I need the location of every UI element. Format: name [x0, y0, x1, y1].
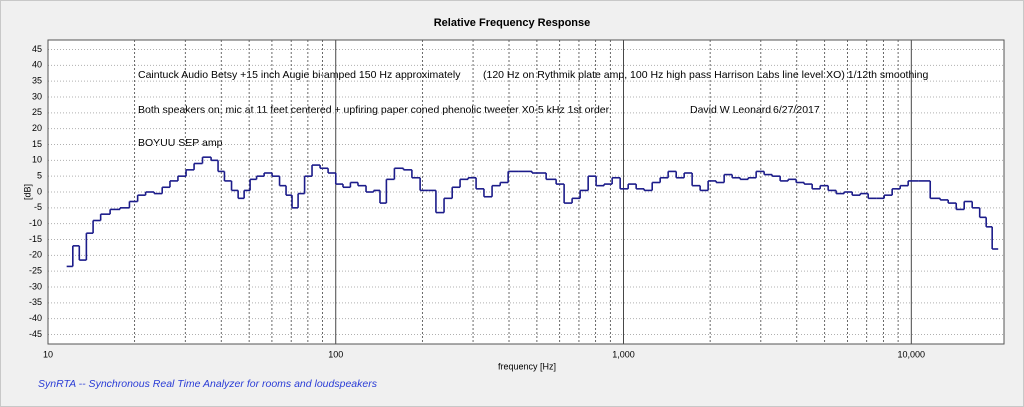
y-tick-label: -20: [29, 250, 42, 260]
y-tick-label: 5: [37, 171, 42, 181]
x-tick-label: 10,000: [898, 349, 926, 359]
annotation: Caintuck Audio Betsy +15 inch Augie bi-a…: [138, 69, 461, 81]
y-tick-label: 40: [32, 60, 42, 70]
annotation: BOYUU SEP amp: [138, 137, 223, 149]
y-tick-label: 0: [37, 186, 42, 196]
annotation: (120 Hz on Rythmik plate amp, 100 Hz hig…: [483, 69, 928, 81]
chart-title: Relative Frequency Response: [434, 17, 591, 29]
y-tick-label: 20: [32, 123, 42, 133]
y-tick-label: 35: [32, 76, 42, 86]
y-tick-label: 30: [32, 91, 42, 101]
x-tick-label: 10: [43, 349, 53, 359]
y-tick-label: -40: [29, 313, 42, 323]
y-tick-label: -35: [29, 297, 42, 307]
annotation: Both speakers on, mic at 11 feet centere…: [138, 104, 610, 116]
y-tick-label: -5: [34, 202, 42, 212]
annotation: David W Leonard: [690, 104, 771, 116]
x-tick-label: 100: [328, 349, 343, 359]
y-tick-label: -45: [29, 329, 42, 339]
y-tick-label: 10: [32, 155, 42, 165]
y-tick-label: -30: [29, 281, 42, 291]
x-tick-label: 1,000: [612, 349, 635, 359]
y-tick-label: -10: [29, 218, 42, 228]
y-tick-label: 15: [32, 139, 42, 149]
y-tick-label: 45: [32, 44, 42, 54]
y-axis-label: [dB]: [22, 184, 32, 200]
y-tick-label: 25: [32, 107, 42, 117]
x-axis-label: frequency [Hz]: [498, 361, 556, 371]
plot-border: [47, 39, 1005, 345]
y-tick-label: -25: [29, 266, 42, 276]
y-tick-label: -15: [29, 234, 42, 244]
footer: SynRTA -- Synchronous Real Time Analyzer…: [38, 378, 378, 390]
